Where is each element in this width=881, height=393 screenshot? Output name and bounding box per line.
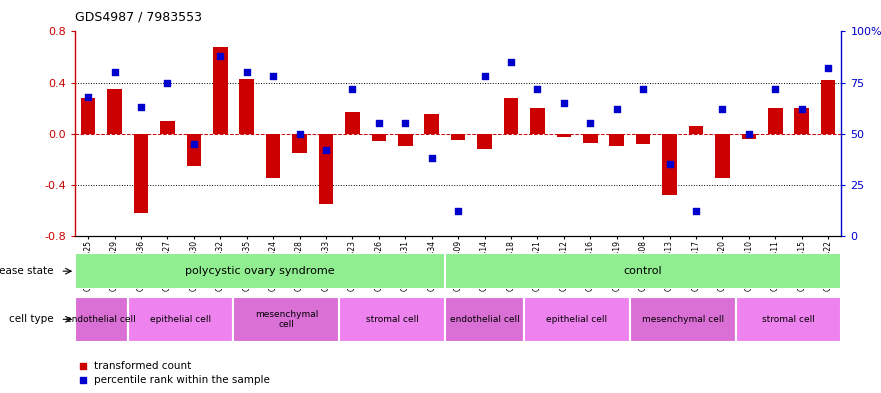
Text: disease state: disease state — [0, 266, 54, 276]
Bar — [372, 134, 386, 141]
Point — [266, 73, 280, 79]
Bar — [742, 134, 756, 139]
Point — [504, 59, 518, 65]
Bar — [821, 80, 835, 134]
Point — [610, 106, 624, 112]
Point — [134, 104, 148, 110]
Point — [345, 86, 359, 92]
Point — [240, 69, 254, 75]
Point — [636, 86, 650, 92]
Bar — [583, 134, 597, 143]
Point — [715, 106, 729, 112]
Bar — [445, 253, 841, 289]
Point — [107, 69, 122, 75]
Point — [425, 155, 439, 161]
Bar — [398, 134, 412, 146]
Text: percentile rank within the sample: percentile rank within the sample — [94, 375, 270, 386]
Point — [292, 130, 307, 137]
Bar — [715, 134, 729, 178]
Bar — [636, 134, 650, 144]
Text: stromal cell: stromal cell — [366, 315, 418, 324]
Bar — [134, 134, 148, 213]
Bar — [233, 297, 339, 342]
Bar — [107, 89, 122, 134]
Bar — [266, 134, 280, 178]
Point — [187, 141, 201, 147]
Bar — [319, 134, 333, 204]
Text: endothelial cell: endothelial cell — [66, 315, 137, 324]
Bar — [524, 297, 630, 342]
Point — [530, 86, 544, 92]
Point — [81, 94, 95, 100]
Point — [319, 147, 333, 153]
Bar — [451, 134, 465, 140]
Bar — [345, 112, 359, 134]
Text: stromal cell: stromal cell — [762, 315, 815, 324]
Bar — [75, 253, 445, 289]
Text: epithelial cell: epithelial cell — [546, 315, 608, 324]
Point — [742, 130, 756, 137]
Bar — [213, 47, 227, 134]
Text: mesenchymal cell: mesenchymal cell — [641, 315, 724, 324]
Bar — [530, 108, 544, 134]
Text: polycystic ovary syndrome: polycystic ovary syndrome — [185, 266, 335, 276]
Text: epithelial cell: epithelial cell — [150, 315, 211, 324]
Bar — [736, 297, 841, 342]
Point — [76, 377, 90, 384]
Bar — [339, 297, 445, 342]
Bar — [445, 297, 524, 342]
Bar — [240, 79, 254, 134]
Point — [372, 120, 386, 127]
Text: mesenchymal
cell: mesenchymal cell — [255, 310, 318, 329]
Text: control: control — [624, 266, 663, 276]
Text: GDS4987 / 7983553: GDS4987 / 7983553 — [75, 11, 202, 24]
Bar — [81, 98, 95, 134]
Text: transformed count: transformed count — [94, 361, 191, 371]
Point — [583, 120, 597, 127]
Point — [213, 53, 227, 59]
Bar — [795, 108, 809, 134]
Point — [451, 208, 465, 215]
Point — [821, 65, 835, 72]
Point — [689, 208, 703, 215]
Bar — [160, 121, 174, 134]
Bar — [478, 134, 492, 149]
Bar — [75, 297, 128, 342]
Point — [478, 73, 492, 79]
Text: endothelial cell: endothelial cell — [449, 315, 520, 324]
Bar — [663, 134, 677, 195]
Bar — [768, 108, 782, 134]
Point — [398, 120, 412, 127]
Bar — [425, 114, 439, 134]
Point — [76, 363, 90, 369]
Text: cell type: cell type — [9, 314, 54, 324]
Point — [795, 106, 809, 112]
Point — [768, 86, 782, 92]
Bar — [689, 126, 703, 134]
Bar — [504, 98, 518, 134]
Bar — [128, 297, 233, 342]
Point — [557, 100, 571, 106]
Bar — [187, 134, 201, 165]
Point — [160, 79, 174, 86]
Point — [663, 161, 677, 167]
Bar — [557, 134, 571, 138]
Bar — [610, 134, 624, 146]
Bar — [630, 297, 736, 342]
Bar — [292, 134, 307, 153]
